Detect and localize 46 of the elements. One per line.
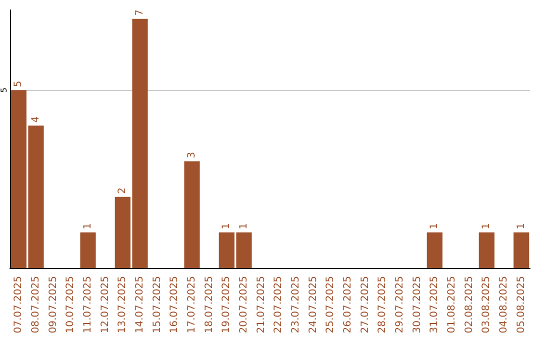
data-label: 1 bbox=[82, 223, 94, 230]
x-tick-label: 28.07.2025 bbox=[377, 276, 388, 334]
bar bbox=[514, 232, 530, 268]
x-tick-label: 26.07.2025 bbox=[342, 276, 354, 334]
x-tick-label: 04.08.2025 bbox=[498, 276, 510, 334]
x-tick-label: 07.07.2025 bbox=[13, 276, 24, 334]
x-tick-label: 23.07.2025 bbox=[290, 276, 302, 334]
data-label: 3 bbox=[186, 152, 198, 158]
x-tick-label: 02.08.2025 bbox=[464, 276, 475, 334]
x-tick-label: 03.08.2025 bbox=[481, 276, 492, 334]
x-tick-label: 24.07.2025 bbox=[308, 276, 319, 334]
x-tick-label: 27.07.2025 bbox=[360, 276, 371, 334]
x-tick-label: 09.07.2025 bbox=[48, 276, 59, 334]
x-tick-label: 17.07.2025 bbox=[186, 276, 198, 334]
data-label: 1 bbox=[481, 223, 492, 230]
data-label: 1 bbox=[516, 223, 527, 230]
x-tick-label: 13.07.2025 bbox=[117, 276, 128, 334]
data-label: 4 bbox=[30, 116, 42, 123]
x-tick-label: 05.08.2025 bbox=[516, 276, 527, 334]
x-tick-label: 18.07.2025 bbox=[204, 276, 215, 334]
x-tick-label: 08.07.2025 bbox=[30, 276, 42, 334]
data-label: 7 bbox=[134, 10, 146, 16]
x-tick-label: 19.07.2025 bbox=[221, 276, 232, 334]
x-tick-label: 01.08.2025 bbox=[446, 276, 458, 334]
x-tick-label: 30.07.2025 bbox=[412, 276, 423, 334]
x-tick-label: 12.07.2025 bbox=[100, 276, 111, 334]
data-label: 2 bbox=[117, 187, 128, 194]
bar bbox=[426, 232, 442, 268]
data-label: 1 bbox=[429, 223, 440, 230]
x-tick-label: 10.07.2025 bbox=[65, 276, 76, 334]
x-tick-label: 22.07.2025 bbox=[273, 276, 284, 334]
x-tick-label: 29.07.2025 bbox=[394, 276, 406, 334]
x-tick-label: 31.07.2025 bbox=[429, 276, 440, 334]
data-label: 1 bbox=[221, 223, 232, 230]
data-label: 1 bbox=[238, 223, 250, 230]
data-label: 5 bbox=[0, 88, 8, 93]
x-tick-label: 25.07.2025 bbox=[325, 276, 336, 334]
bar bbox=[478, 232, 494, 268]
x-tick-label: 21.07.2025 bbox=[256, 276, 267, 334]
x-tick-label: 20.07.2025 bbox=[238, 276, 250, 334]
bar bbox=[184, 161, 200, 268]
x-tick-label: 16.07.2025 bbox=[169, 276, 180, 334]
x-tick-label: 11.07.2025 bbox=[82, 276, 94, 334]
x-tick-label: 15.07.2025 bbox=[152, 276, 163, 334]
bar bbox=[80, 232, 96, 268]
x-tick-label: 14.07.2025 bbox=[134, 276, 146, 334]
